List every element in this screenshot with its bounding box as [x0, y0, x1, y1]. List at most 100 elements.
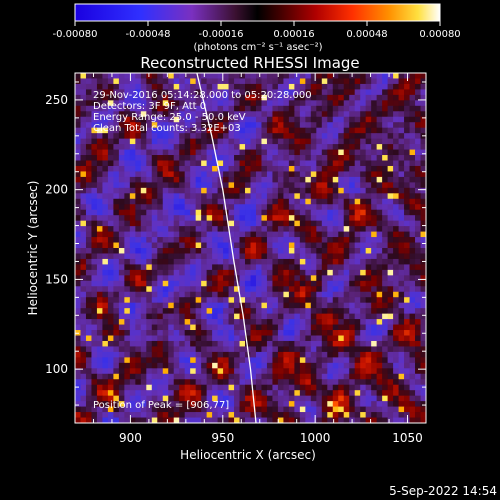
heatmap-pixel	[409, 182, 416, 189]
heatmap-pixel	[310, 176, 317, 183]
heatmap-pixel	[376, 302, 383, 309]
heatmap-pixel	[135, 220, 142, 227]
heatmap-pixel	[96, 330, 103, 336]
heatmap-pixel	[294, 368, 301, 375]
heatmap-pixel	[129, 324, 136, 331]
heatmap-pixel	[151, 253, 158, 260]
heatmap-pixel	[102, 144, 109, 150]
heatmap-pixel	[129, 248, 136, 254]
heatmap-pixel	[283, 319, 290, 325]
heatmap-pixel	[266, 160, 273, 167]
heatmap-pixel	[228, 368, 235, 375]
heatmap-pixel	[146, 258, 153, 265]
heatmap-pixel	[382, 171, 389, 178]
heatmap-pixel	[195, 242, 202, 249]
heatmap-pixel	[239, 198, 246, 205]
heatmap-pixel	[102, 116, 109, 123]
heatmap-pixel	[201, 362, 208, 369]
heatmap-pixel	[415, 258, 421, 265]
heatmap-pixel	[168, 362, 175, 369]
heatmap-pixel	[288, 269, 295, 276]
heatmap-pixel	[255, 198, 262, 205]
heatmap-pixel	[107, 111, 114, 118]
heatmap-pixel	[294, 390, 301, 397]
heatmap-pixel	[371, 226, 378, 232]
heatmap-pixel	[129, 193, 136, 200]
heatmap-pixel	[332, 100, 339, 107]
heatmap-pixel	[360, 253, 367, 260]
heatmap-pixel	[393, 384, 399, 391]
heatmap-pixel	[349, 149, 356, 156]
heatmap-pixel	[387, 171, 394, 178]
heatmap-pixel	[80, 264, 87, 271]
heatmap-pixel	[332, 297, 339, 304]
heatmap-pixel	[228, 340, 235, 347]
heatmap-pixel	[228, 401, 235, 407]
heatmap-pixel	[190, 155, 197, 161]
heatmap-pixel	[223, 280, 229, 287]
heatmap-pixel	[195, 215, 202, 222]
heatmap-pixel	[343, 182, 350, 189]
heatmap-pixel	[118, 384, 125, 391]
heatmap-pixel	[245, 89, 251, 96]
heatmap-pixel	[288, 89, 295, 96]
heatmap-pixel	[393, 417, 399, 423]
heatmap-pixel	[371, 406, 378, 413]
heatmap-pixel	[316, 248, 323, 254]
heatmap-pixel	[151, 373, 158, 380]
heatmap-pixel	[409, 165, 416, 172]
heatmap-pixel	[80, 94, 87, 101]
heatmap-pixel	[140, 379, 147, 386]
heatmap-pixel	[343, 83, 350, 90]
heatmap-pixel	[409, 94, 416, 101]
heatmap-pixel	[190, 165, 197, 172]
heatmap-pixel	[179, 127, 186, 134]
heatmap-pixel	[349, 237, 356, 243]
heatmap-pixel	[228, 105, 235, 112]
heatmap-pixel	[151, 406, 158, 413]
heatmap-pixel	[327, 401, 334, 407]
heatmap-pixel	[80, 373, 87, 380]
heatmap-pixel	[354, 248, 361, 254]
heatmap-pixel	[234, 373, 240, 380]
heatmap-pixel	[201, 171, 208, 178]
heatmap-pixel	[228, 127, 235, 134]
heatmap-pixel	[184, 160, 191, 167]
heatmap-pixel	[206, 204, 213, 211]
heatmap-pixel	[343, 226, 350, 232]
heatmap-pixel	[118, 286, 125, 293]
heatmap-pixel	[151, 215, 158, 222]
heatmap-pixel	[382, 209, 389, 216]
heatmap-pixel	[250, 105, 257, 112]
heatmap-pixel	[365, 215, 372, 222]
heatmap-pixel	[157, 335, 164, 342]
heatmap-pixel	[321, 193, 328, 200]
heatmap-pixel	[404, 275, 410, 282]
heatmap-pixel	[80, 384, 87, 391]
heatmap-pixel	[239, 83, 246, 90]
heatmap-pixel	[404, 258, 410, 265]
heatmap-pixel	[140, 182, 147, 189]
heatmap-pixel	[365, 308, 372, 315]
heatmap-pixel	[239, 362, 246, 369]
heatmap-pixel	[250, 116, 257, 123]
heatmap-pixel	[179, 302, 186, 309]
heatmap-pixel	[107, 390, 114, 397]
heatmap-pixel	[168, 346, 175, 353]
heatmap-pixel	[305, 335, 312, 342]
heatmap-pixel	[140, 165, 147, 172]
heatmap-pixel	[299, 149, 306, 156]
heatmap-pixel	[371, 302, 378, 309]
heatmap-pixel	[223, 105, 229, 112]
heatmap-pixel	[415, 204, 421, 211]
heatmap-pixel	[239, 275, 246, 282]
heatmap-pixel	[162, 105, 169, 112]
heatmap-pixel	[404, 368, 410, 375]
heatmap-pixel	[223, 138, 229, 145]
heatmap-pixel	[179, 368, 186, 375]
heatmap-pixel	[321, 401, 328, 407]
heatmap-pixel	[124, 248, 131, 254]
heatmap-pixel	[349, 253, 356, 260]
heatmap-pixel	[184, 94, 191, 101]
heatmap-pixel	[140, 83, 147, 90]
